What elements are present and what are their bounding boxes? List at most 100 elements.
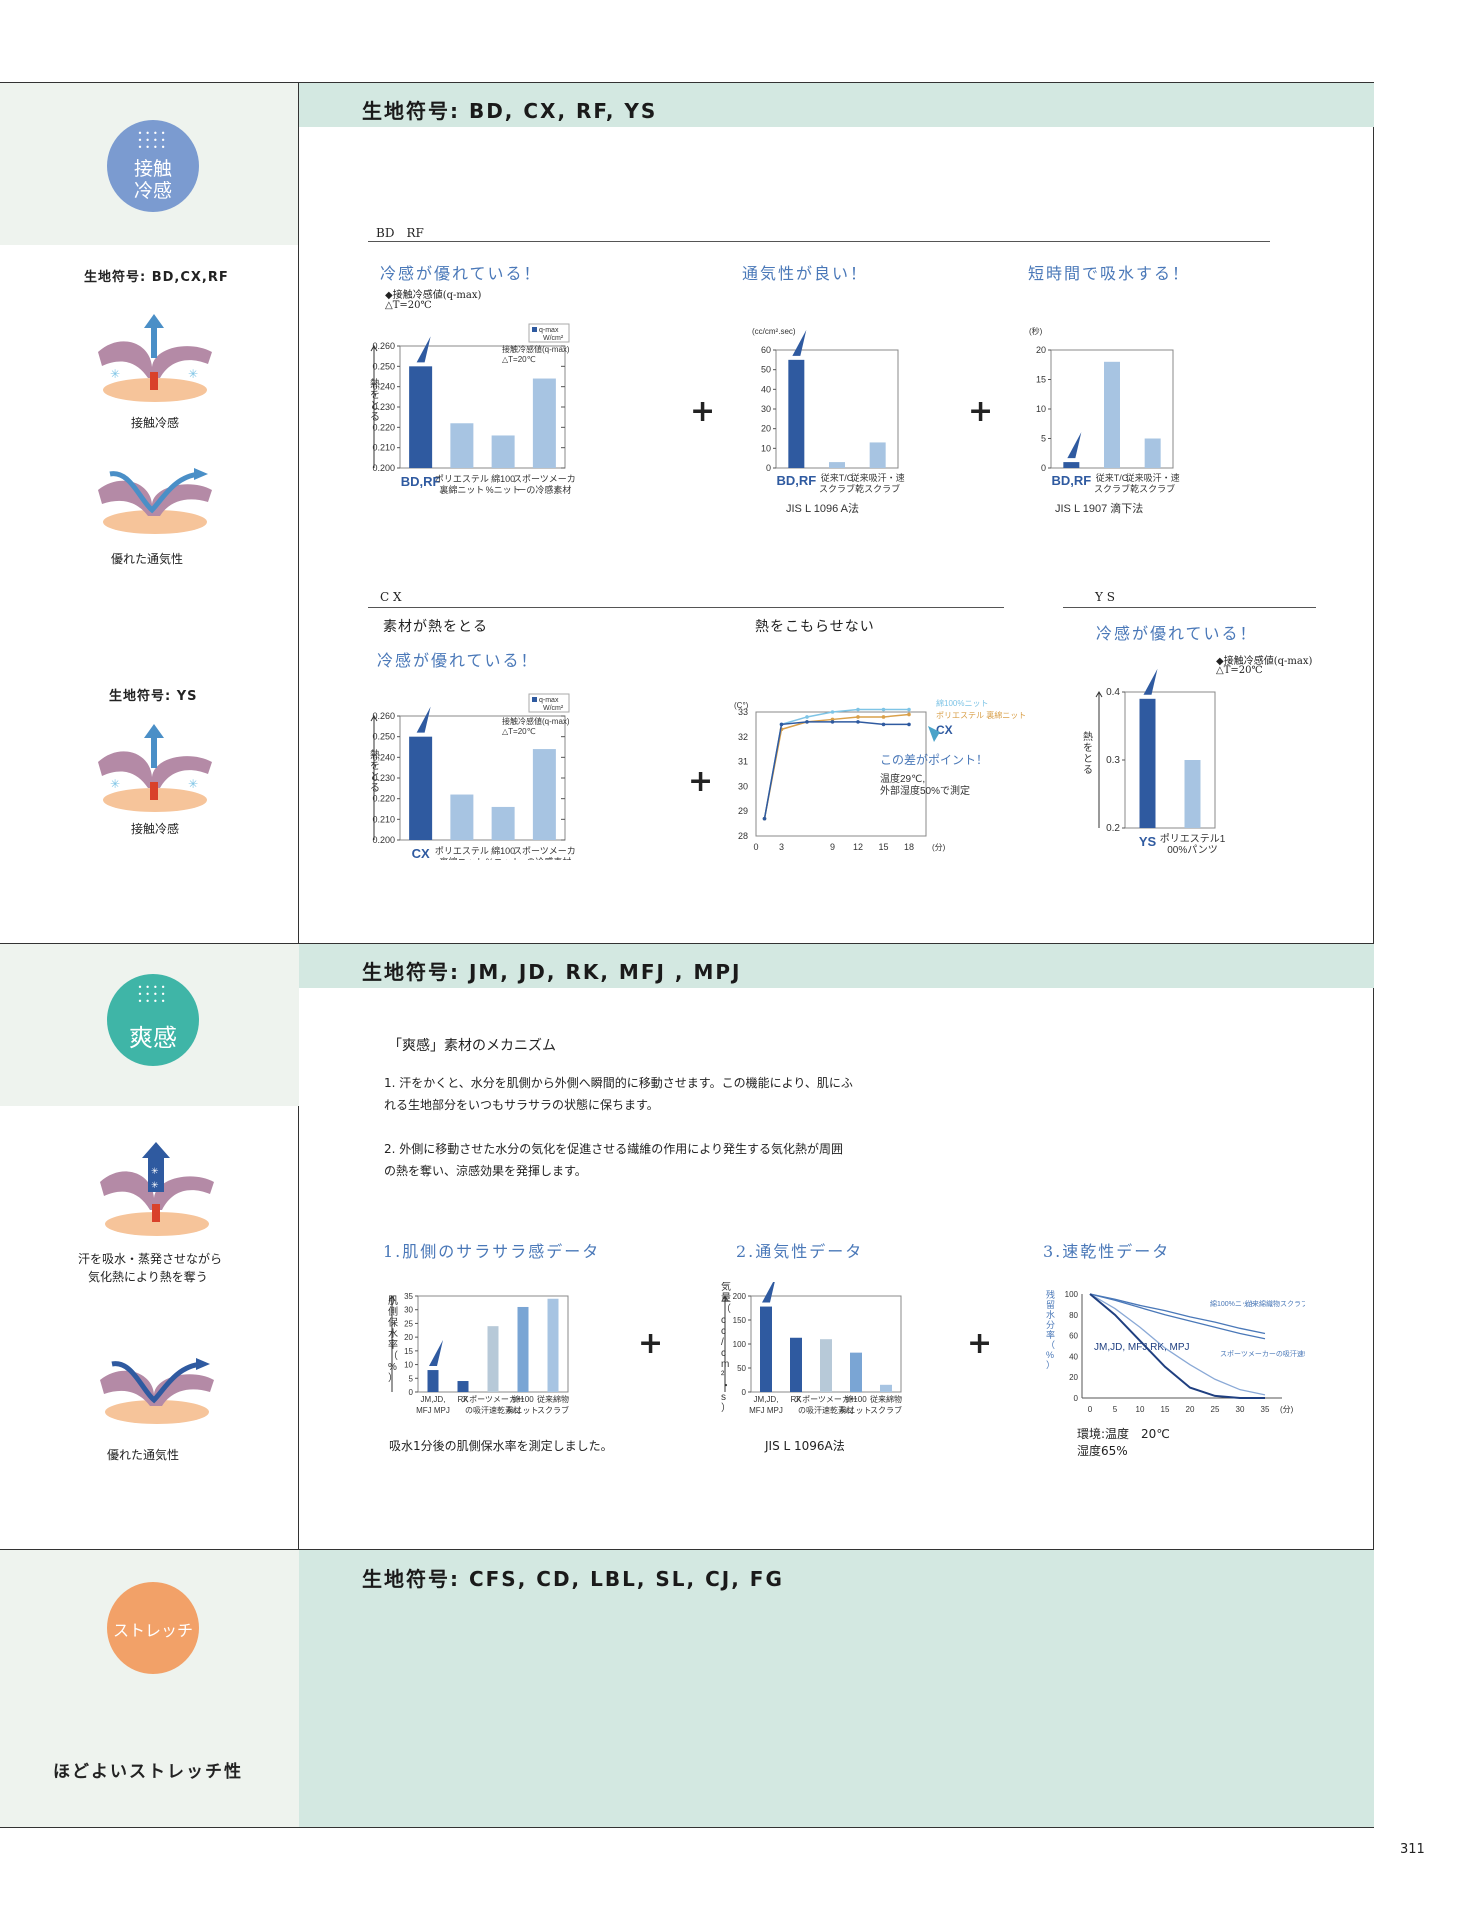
x-category-label: 従来吸汗・速 — [1126, 472, 1180, 483]
cx-rule — [368, 607, 1004, 608]
y-unit: (C°) — [734, 701, 749, 710]
air-sokan-note: JIS L 1096A法 — [765, 1439, 845, 1453]
y-tick-label: 5 — [1041, 434, 1046, 444]
title-absorb-bdrf: 短時間で吸水する！ — [1028, 264, 1191, 283]
series-point — [856, 715, 860, 719]
series-line — [1089, 1293, 1266, 1340]
x-tick-label: 18 — [904, 842, 914, 852]
y-tick-label: 35 — [404, 1292, 413, 1301]
bar — [760, 1306, 772, 1392]
x-category-label: CX — [412, 846, 430, 860]
y-tick-label: 30 — [404, 1306, 413, 1315]
sec3-header: 生地符号: CFS, CD, LBL, SL, CJ, FG — [362, 1567, 784, 1591]
bar — [491, 435, 515, 468]
svg-text:✳: ✳ — [188, 777, 198, 791]
note-qmax-ys-1: ◆接触冷感値(q-max) — [1216, 656, 1313, 667]
left-caption-sweat-2: 気化熱により熱を奪う — [88, 1270, 208, 1284]
x-category-label: スポーツメーカ — [513, 474, 576, 484]
series-point — [907, 722, 911, 727]
x-unit: (分) — [1280, 1405, 1294, 1414]
x-category-label: スポーツメーカー — [794, 1395, 858, 1404]
y-axis-label: （ — [388, 1350, 398, 1362]
bar — [880, 1384, 892, 1392]
x-category-label: 従来綿物 — [870, 1394, 902, 1404]
series-point — [830, 720, 835, 724]
dots-icon: •••• •••• •••• — [137, 129, 169, 152]
y-tick-label: 0 — [1041, 463, 1046, 473]
y-axis-label: を — [370, 389, 380, 401]
y-axis-arrow — [388, 1295, 396, 1392]
bar — [427, 1370, 439, 1392]
x-tick-label: 20 — [1186, 1405, 1195, 1414]
y-tick-label: 0.2 — [1106, 823, 1120, 834]
dots-icon: •••• •••• •••• — [137, 983, 169, 1006]
y-tick-label: 0.210 — [372, 443, 395, 453]
sec2-header: 生地符号: JM, JD, RK, MFJ , MPJ — [362, 960, 742, 984]
y-tick-label: 30 — [738, 781, 748, 791]
left-caption-cool-2: 接触冷感 — [131, 822, 180, 836]
sec3-band — [299, 1550, 1374, 1827]
x-category-label: 00%パンツ — [1167, 844, 1218, 856]
y-tick-label: 0.230 — [372, 773, 395, 783]
left-caption-air-1: 優れた通気性 — [111, 552, 184, 566]
series-label: JM,JD, MFJ,RK, MPJ — [1094, 1342, 1190, 1353]
plus-icon: + — [688, 764, 714, 799]
bar — [450, 794, 474, 840]
y-axis-label: ・ — [721, 1381, 731, 1392]
y-tick-label: 0 — [409, 1388, 414, 1397]
stretch-caption: ほどよいストレッチ性 — [53, 1762, 243, 1782]
y-tick-label: 20 — [404, 1333, 413, 1342]
note-qmax-ys-2: △T=20℃ — [1216, 665, 1263, 676]
title-skin-data: 1.肌側のサラサラ感データ — [383, 1242, 601, 1261]
x-category-label: 従来吸汗・速 — [851, 472, 905, 483]
bar — [1104, 361, 1120, 468]
series-point — [856, 720, 860, 724]
bar — [450, 423, 474, 468]
mechanism-p2a: 2. 外側に移動させた水分の気化を促進させる繊維の作用により発生する気化熱が周囲 — [384, 1142, 844, 1156]
y-tick-label: 60 — [1069, 1332, 1078, 1341]
mechanism-p1a: 1. 汗をかくと、水分を肌側から外側へ瞬間的に移動させます。この機能により、肌に… — [384, 1076, 853, 1090]
x-category-label: 綿100 — [491, 473, 515, 484]
y-tick-label: 25 — [404, 1319, 413, 1328]
drying-note-1: 環境:温度 20℃ — [1077, 1427, 1170, 1441]
y-axis-label: （ — [1046, 1340, 1055, 1350]
bar — [1139, 698, 1156, 828]
cx-label: C X — [380, 590, 402, 604]
x-category-label: BD,RF — [401, 474, 441, 489]
y-tick-label: 31 — [738, 757, 748, 767]
y-axis-label: る — [370, 782, 380, 794]
bar — [517, 1306, 529, 1392]
title-dry-data: 3.速乾性データ — [1043, 1242, 1171, 1261]
x-unit: (分) — [932, 843, 946, 852]
series-point — [881, 722, 886, 727]
sec3-rule — [0, 1549, 1374, 1550]
inner-note: 接触冷感値(q-max) — [502, 344, 570, 354]
svg-text:✳: ✳ — [110, 777, 120, 791]
y-tick-label: 28 — [738, 831, 748, 841]
y-axis-label: 残 — [1046, 1289, 1055, 1300]
x-category-label: 乾スクラブ — [855, 483, 900, 494]
bar — [487, 1326, 499, 1392]
skin-water-chart: 35 30 25 20 15 10 5 0 JM,JD, MFJ MPJ RKスポーツメーカーの吸… — [388, 1292, 569, 1415]
x-category-label: ポリエステル — [435, 474, 489, 484]
left-caption-sweat-1: 汗を吸水・蒸発させながら — [78, 1252, 223, 1266]
bd-rf-rule — [368, 241, 1270, 242]
y-tick-label: 29 — [738, 806, 748, 816]
y-tick-label: 0.260 — [372, 341, 395, 351]
series-line — [1089, 1293, 1266, 1335]
x-category-label: ーの冷感素材 — [517, 856, 571, 860]
bar — [457, 1381, 469, 1392]
y-tick-label: 150 — [733, 1316, 747, 1325]
y-axis-label: c — [721, 1315, 726, 1326]
series-point — [856, 707, 860, 712]
legend-label: W/cm² — [543, 705, 564, 712]
x-tick-label: 10 — [1136, 1405, 1145, 1414]
y-tick-label: 0.3 — [1106, 755, 1120, 766]
x-category-label: 従来綿物 — [537, 1394, 569, 1404]
y-tick-label: 0.250 — [372, 361, 395, 371]
y-axis-label: る — [370, 411, 380, 423]
cx-lead-2: 熱をこもらせない — [755, 619, 875, 635]
y-tick-label: 0.210 — [372, 814, 395, 824]
contact-cooling-illustration-2: ✳ ✳ — [98, 724, 212, 812]
